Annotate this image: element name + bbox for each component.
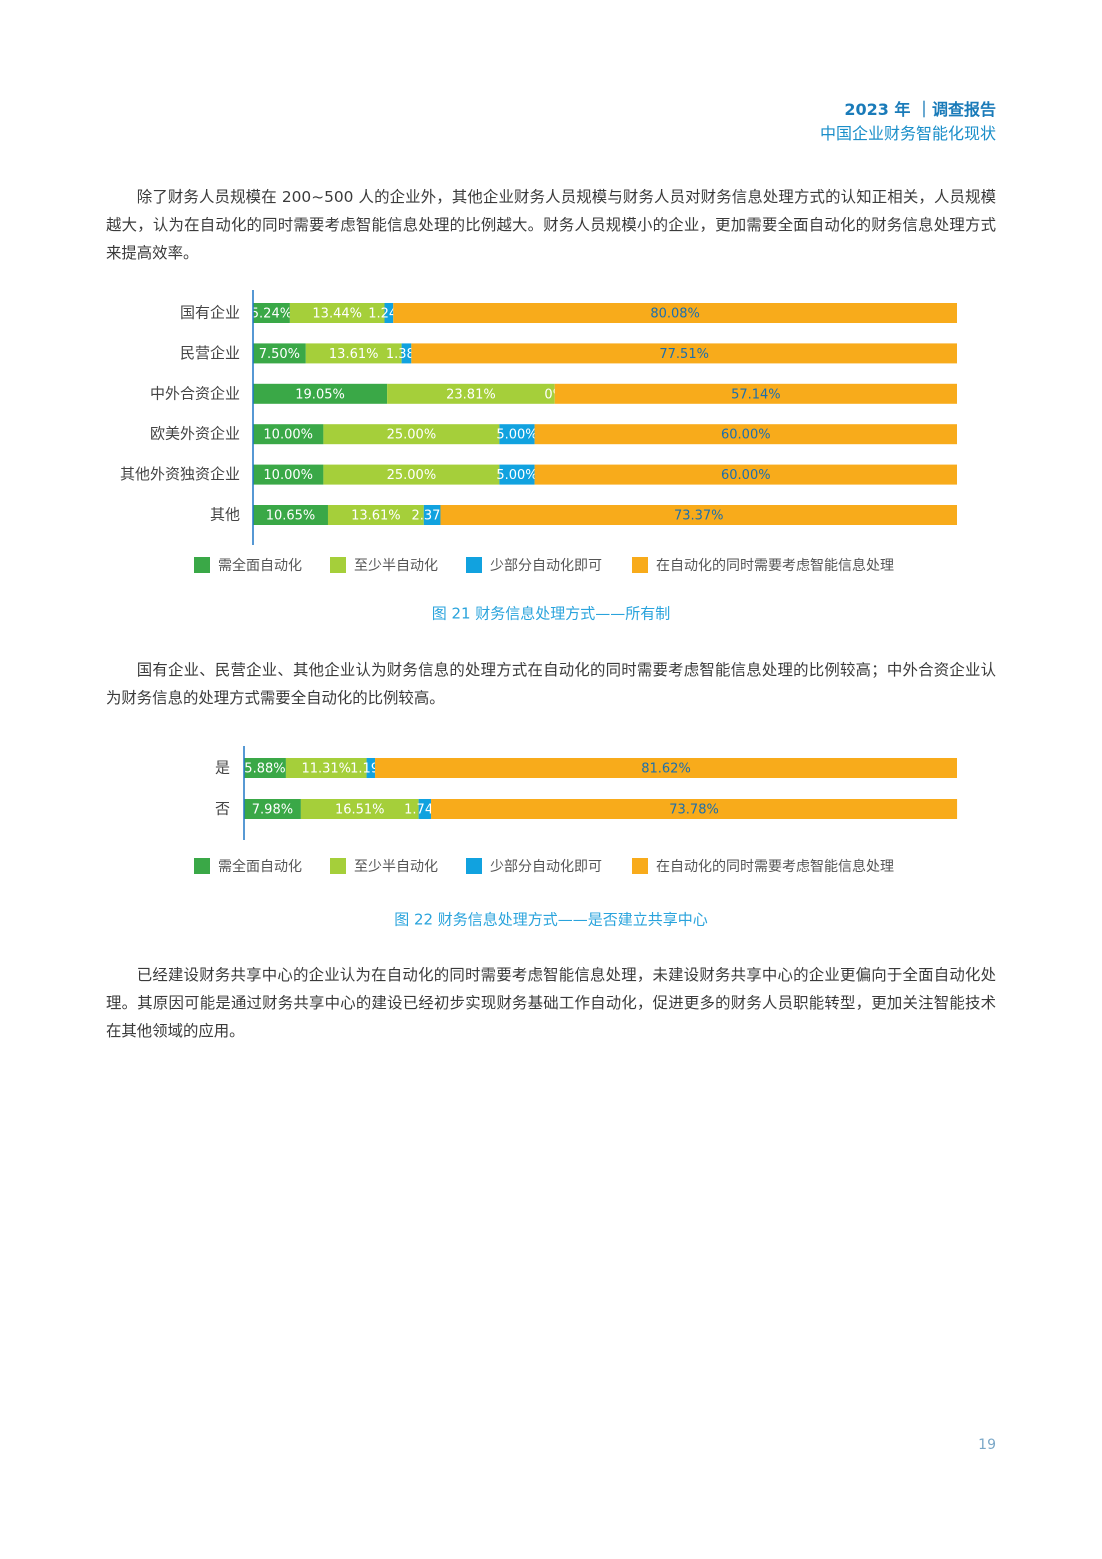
category-label: 否 (215, 800, 230, 818)
category-label: 中外合资企业 (150, 384, 240, 402)
value-label: 13.61% (329, 347, 379, 362)
value-label: 5.00% (496, 468, 537, 483)
header-subtitle: 中国企业财务智能化现状 (819, 124, 996, 143)
figure-caption: 图 22 财务信息处理方式——是否建立共享中心 (394, 911, 708, 929)
bar-segment (253, 424, 324, 445)
bar-segment (393, 303, 957, 323)
header-title: 2023 年 ｜调查报告 (844, 100, 996, 119)
bar-segment (401, 343, 412, 364)
bar-segment (375, 758, 957, 778)
category-label: 国有企业 (180, 304, 240, 322)
value-label: 16.51% (335, 803, 385, 818)
category-label: 民营企业 (180, 344, 240, 362)
bar-segment (431, 799, 958, 819)
value-label: 77.51% (659, 347, 709, 362)
bar-segment (534, 464, 957, 485)
category-label: 是 (215, 759, 230, 777)
bar-segment (300, 799, 419, 819)
value-label: 13.61% (351, 509, 401, 524)
legend-swatch (330, 557, 346, 573)
bar-segment (418, 799, 432, 819)
legend-label: 在自动化的同时需要考虑智能信息处理 (656, 858, 894, 875)
figure-caption: 图 21 财务信息处理方式——所有制 (432, 605, 671, 623)
legend-swatch (194, 557, 210, 573)
chart: 是 5.88% 11.31% 1.19% 81.62%否 7.98% 16.51% 1.74%… (194, 746, 958, 929)
bar-segment (289, 303, 385, 323)
value-label: 23.81% (446, 387, 496, 402)
value-label: 25.00% (387, 428, 437, 443)
value-label: 10.00% (263, 468, 313, 483)
bar-segment (253, 303, 290, 323)
value-label: 13.44% (312, 307, 362, 322)
value-label: 7.50% (259, 347, 300, 362)
value-label: 5.88% (244, 762, 285, 777)
bar-segment (244, 758, 286, 778)
legend-label: 至少半自动化 (354, 859, 438, 875)
category-label: 其他 (210, 506, 240, 524)
paragraph: 国有企业、民营企业、其他企业认为财务信息的处理方式在自动化的同时需要考虑智能信息… (106, 661, 996, 707)
bar-segment (499, 464, 535, 485)
bar-segment (499, 424, 535, 445)
category-label: 其他外资独资企业 (120, 465, 240, 483)
bar-segment (384, 303, 394, 323)
legend-swatch (330, 858, 346, 874)
legend-label: 至少半自动化 (354, 558, 438, 574)
value-label: 60.00% (721, 468, 771, 483)
value-label: 10.65% (266, 509, 316, 524)
value-label: 73.37% (674, 509, 724, 524)
value-label: 11.31% (301, 762, 351, 777)
value-label: 73.78% (669, 803, 719, 818)
value-label: 10.00% (263, 428, 313, 443)
value-label: 57.14% (731, 387, 781, 402)
value-label: 5.00% (496, 428, 537, 443)
value-label: 5.24% (251, 307, 292, 322)
bar-segment (253, 464, 324, 485)
page-number: 19 (978, 1437, 996, 1453)
bar-segment (554, 383, 957, 404)
value-label: 7.98% (252, 803, 293, 818)
bar-segment (285, 758, 367, 778)
legend-label: 需全面自动化 (218, 557, 302, 574)
legend-label: 少部分自动化即可 (490, 558, 602, 574)
value-label: 25.00% (387, 468, 437, 483)
value-label: 60.00% (721, 428, 771, 443)
bar-segment (323, 464, 500, 485)
legend-label: 需全面自动化 (218, 858, 302, 875)
bar-segment (411, 343, 957, 364)
category-label: 欧美外资企业 (150, 425, 240, 443)
bar-segment (253, 343, 306, 364)
bar-segment (253, 383, 388, 404)
bar-segment (440, 505, 957, 525)
legend-swatch (632, 858, 648, 874)
legend-swatch (632, 557, 648, 573)
chart: 国有企业 5.24% 13.44% 1.24% 80.08%民营企业 7.50% 13.61… (120, 290, 957, 623)
legend-label: 少部分自动化即可 (490, 859, 602, 875)
legend-label: 在自动化的同时需要考虑智能信息处理 (656, 557, 894, 574)
bar-segment (423, 505, 441, 525)
value-label: 80.08% (650, 307, 700, 322)
legend-swatch (194, 858, 210, 874)
bar-segment (534, 424, 957, 445)
value-label: 81.62% (641, 762, 691, 777)
value-label: 19.05% (295, 387, 345, 402)
bar-segment (366, 758, 376, 778)
bar-segment (253, 505, 328, 525)
bar-segment (305, 343, 402, 364)
legend-swatch (466, 557, 482, 573)
legend-swatch (466, 858, 482, 874)
bar-segment (387, 383, 555, 404)
bar-segment (323, 424, 500, 445)
paragraph: 已经建设财务共享中心的企业认为在自动化的同时需要考虑智能信息处理，未建设财务共享… (106, 966, 996, 1040)
bar-segment (327, 505, 424, 525)
paragraph: 除了财务人员规模在 200~500 人的企业外，其他企业财务人员规模与财务人员对… (106, 188, 996, 262)
bar-segment (244, 799, 301, 819)
